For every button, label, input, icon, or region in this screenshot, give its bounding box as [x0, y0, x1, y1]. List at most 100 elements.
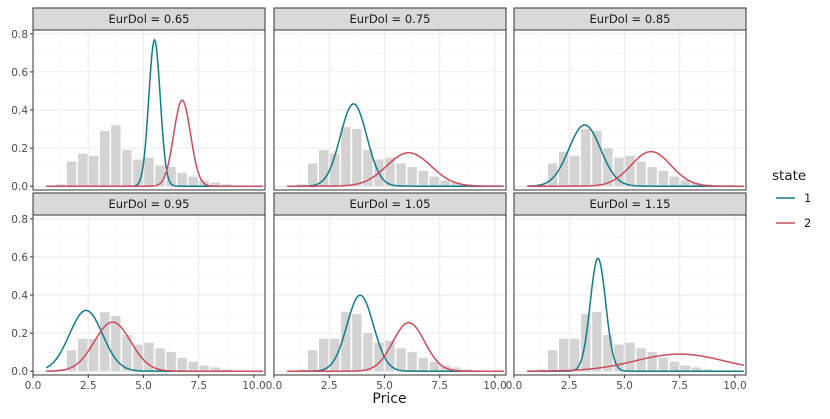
facet-strip-label: EurDol = 0.75 [350, 12, 431, 26]
x-axis-title: Price [372, 391, 406, 407]
panel-border [513, 29, 747, 191]
histogram-bar [111, 315, 121, 372]
histogram-bar [603, 148, 613, 187]
histogram-bar [547, 163, 558, 187]
legend-label: 1 [804, 191, 811, 205]
histogram-bar [352, 314, 362, 372]
histogram-bar [451, 182, 462, 187]
y-tick-label: 0.0 [11, 181, 28, 193]
facet-panel: EurDol = 1.05 0.0 2.5 5.0 7.5 10.0 [266, 192, 507, 392]
histogram-bar [440, 180, 450, 187]
panel-border [273, 29, 507, 191]
histogram-bar [155, 348, 165, 372]
histogram-bar [55, 184, 66, 187]
histogram-bar [210, 367, 221, 372]
panel-border [273, 214, 507, 376]
histogram-bar [199, 365, 209, 372]
histogram-bar [166, 352, 176, 372]
histogram-bar [680, 180, 690, 187]
facet-panel: EurDol = 0.95 0.0 0.2 0.4 0.6 0.8 0.0 2.5 5.0 7.5… [11, 192, 266, 392]
x-tick-label: 5.0 [616, 380, 633, 392]
histogram-bar [614, 344, 624, 372]
histogram-bar [547, 350, 558, 372]
histogram-bar [669, 361, 679, 372]
x-tick-label: 0.0 [266, 380, 283, 392]
histogram-bar [307, 350, 318, 372]
histogram-bar [352, 129, 362, 187]
histogram-bar [296, 184, 307, 187]
histogram-bar [221, 369, 232, 372]
histogram-bar [647, 167, 657, 187]
panel-border [513, 214, 747, 376]
histogram-bar [636, 161, 646, 187]
histogram-bar [318, 338, 329, 372]
histogram-bar [177, 357, 187, 372]
facet-panel: EurDol = 0.75 [273, 7, 507, 191]
x-tick-label: 5.0 [135, 380, 152, 392]
histogram-bar [558, 338, 569, 372]
histogram-bar [625, 342, 635, 372]
histogram-bar [133, 159, 143, 187]
histogram-bar [122, 150, 132, 187]
histogram-bar [385, 157, 395, 187]
y-tick-label: 0.2 [11, 328, 28, 340]
y-tick-label: 0.4 [11, 105, 28, 117]
histogram-bar [680, 365, 690, 372]
histogram-bar [614, 157, 624, 187]
histogram-bar [558, 151, 569, 187]
histogram-bar [341, 127, 351, 187]
histogram-bar [144, 157, 154, 187]
x-tick-label: 7.5 [431, 380, 448, 392]
density-line-state-1 [287, 103, 504, 187]
histogram-bar [658, 170, 668, 187]
histogram-bar [570, 338, 580, 372]
histogram-bar [691, 367, 702, 372]
legend: state 1 2 [772, 168, 811, 230]
histogram-bar [188, 361, 198, 372]
histogram-bar [166, 167, 176, 187]
histogram-bar [581, 129, 591, 187]
y-tick-label: 0.8 [11, 214, 28, 226]
density-line-state-2 [287, 321, 504, 372]
histogram-bar [669, 176, 679, 187]
histogram-bar [374, 342, 384, 372]
histogram-bar [341, 312, 351, 372]
histogram-bar [418, 357, 428, 372]
histogram-bar [77, 153, 88, 187]
x-tick-label: 10.0 [242, 380, 265, 392]
histogram-bar [592, 130, 602, 187]
histogram-bar [66, 161, 77, 187]
histogram-bar [89, 155, 99, 187]
histogram-bar [77, 338, 88, 372]
histogram-bar [122, 335, 132, 372]
histogram-bar [177, 172, 187, 187]
histogram-bar [702, 369, 713, 372]
x-tick-label: 2.5 [561, 380, 578, 392]
histogram-bar [603, 335, 613, 372]
facet-strip-label: EurDol = 0.95 [109, 197, 190, 211]
histogram-bar [418, 170, 428, 187]
facet-strip-label: EurDol = 0.65 [109, 12, 190, 26]
density-line-state-2 [46, 99, 263, 187]
histogram-bar [330, 338, 340, 372]
density-line-state-2 [46, 321, 263, 372]
x-tick-label: 10.0 [483, 380, 506, 392]
histogram-bar [407, 167, 417, 187]
histogram-bar [462, 369, 473, 372]
density-line-state-2 [527, 353, 744, 372]
facet-panel: EurDol = 0.65 0.0 0.2 0.4 0.6 0.8 [11, 7, 266, 193]
histogram-bar [89, 338, 99, 372]
histogram-bar [647, 352, 657, 372]
x-tick-label: 2.5 [321, 380, 338, 392]
histogram-bar [155, 165, 165, 187]
histogram-bar [133, 344, 143, 372]
y-tick-label: 0.0 [11, 366, 28, 378]
histogram-bar [100, 130, 110, 187]
histogram-bar [396, 348, 406, 372]
density-line-state-2 [527, 150, 744, 187]
histogram-bar [407, 352, 417, 372]
histogram-bar [100, 312, 110, 372]
histogram-bar [210, 182, 221, 187]
